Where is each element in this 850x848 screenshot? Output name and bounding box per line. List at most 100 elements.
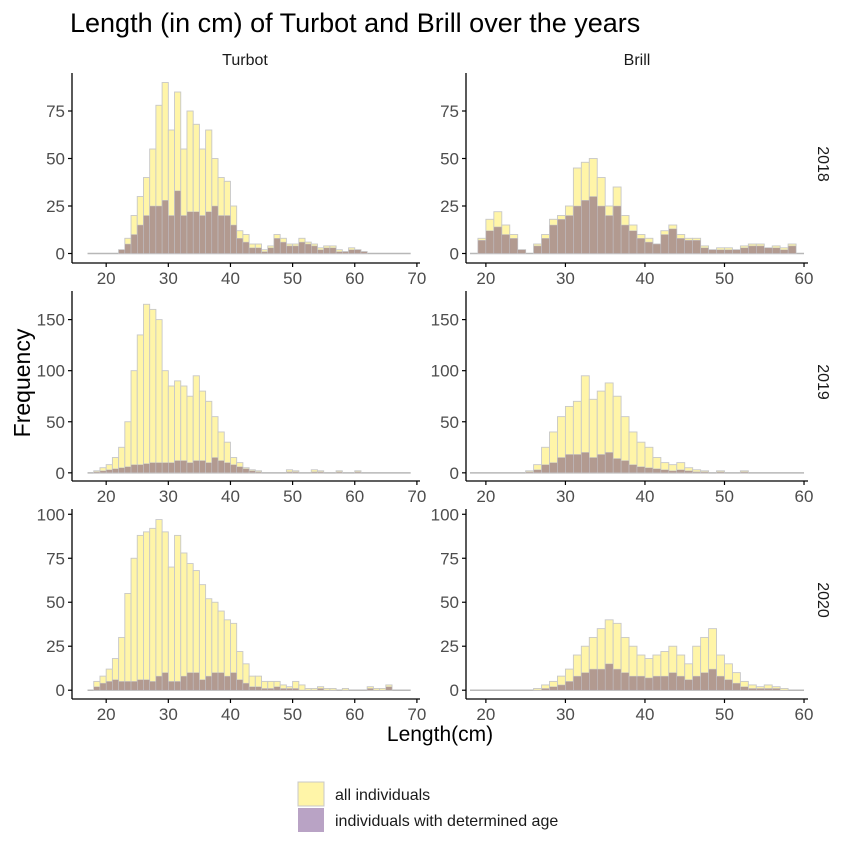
bar-age-brill-2020 [708, 668, 717, 691]
bar-age-turbot-2020 [199, 679, 206, 691]
bar-age-turbot-2018 [224, 215, 231, 254]
x-tick-label-turbot-2020: 30 [159, 705, 178, 724]
bar-age-turbot-2018 [261, 251, 268, 254]
bar-age-turbot-2018 [304, 243, 312, 254]
bar-age-turbot-2020 [130, 681, 138, 691]
y-tick-label-turbot-2019: 150 [37, 311, 65, 330]
bar-all-turbot-2020 [298, 684, 306, 691]
strip-label-2019: 2019 [814, 364, 831, 400]
column-strip-labels: Turbot Brill [222, 52, 650, 69]
x-axis-label: Length(cm) [387, 723, 493, 746]
bar-age-brill-2018 [533, 245, 542, 254]
bar-all-turbot-2020 [341, 687, 349, 691]
bar-age-brill-2018 [636, 238, 646, 254]
bar-age-brill-2020 [771, 688, 781, 691]
bar-age-brill-2020 [557, 684, 566, 691]
bar-age-turbot-2020 [230, 672, 237, 691]
bar-age-brill-2019 [740, 471, 749, 474]
bar-all-turbot-2020 [124, 592, 132, 691]
bar-age-turbot-2019 [224, 462, 231, 474]
bar-age-brill-2018 [541, 238, 550, 254]
y-tick-label-turbot-2020: 75 [46, 549, 65, 568]
bar-age-turbot-2019 [93, 471, 101, 474]
legend: all individuals individuals with determi… [297, 781, 558, 832]
x-tick-label-brill-2018: 60 [795, 269, 814, 288]
bar-age-brill-2019 [692, 471, 701, 474]
bar-all-turbot-2020 [304, 687, 312, 691]
bar-age-brill-2018 [549, 224, 558, 254]
x-tick-label-turbot-2018: 60 [345, 269, 364, 288]
legend-swatch-age [298, 808, 324, 832]
bar-age-brill-2018 [684, 239, 693, 254]
bar-all-turbot-2019 [192, 375, 200, 474]
x-tick-label-turbot-2019: 40 [221, 487, 240, 506]
bar-age-turbot-2020 [93, 686, 101, 691]
bar-age-brill-2020 [732, 682, 741, 691]
bar-age-turbot-2018 [217, 215, 225, 254]
bar-age-turbot-2018 [267, 247, 275, 254]
bar-age-brill-2020 [573, 675, 582, 691]
bar-age-turbot-2020 [273, 686, 281, 691]
bar-age-turbot-2020 [211, 672, 219, 691]
bar-all-turbot-2020 [161, 531, 169, 691]
y-tick-label-turbot-2020: 25 [46, 637, 65, 656]
bar-age-turbot-2018 [360, 251, 368, 254]
bar-age-brill-2018 [708, 249, 717, 254]
legend-swatch-all [297, 781, 325, 807]
bar-age-turbot-2018 [199, 215, 206, 254]
bar-age-brill-2019 [716, 471, 725, 474]
bar-age-turbot-2020 [366, 688, 374, 691]
bar-age-turbot-2020 [99, 682, 107, 691]
bar-age-turbot-2020 [149, 681, 157, 691]
y-tick-label-brill-2020: 75 [440, 549, 459, 568]
x-tick-label-turbot-2018: 50 [283, 269, 302, 288]
bar-age-brill-2019 [628, 464, 638, 474]
bar-age-turbot-2020 [112, 679, 119, 691]
panel-brill-2018: 0 25 50 75 20 30 40 50 60 [440, 73, 813, 288]
bar-age-brill-2018 [748, 245, 757, 254]
bar-age-turbot-2018 [137, 224, 144, 254]
bar-all-turbot-2019 [174, 380, 182, 474]
bar-age-turbot-2019 [335, 471, 343, 474]
bar-age-turbot-2020 [186, 672, 194, 691]
bar-age-brill-2020 [652, 675, 662, 691]
bar-age-turbot-2019 [99, 470, 107, 474]
bar-all-turbot-2020 [310, 687, 318, 691]
bar-age-brill-2018 [604, 215, 614, 254]
bar-age-turbot-2020 [143, 679, 150, 691]
bar-age-turbot-2018 [130, 234, 138, 254]
bar-age-turbot-2019 [248, 470, 256, 474]
bar-age-turbot-2020 [118, 681, 126, 691]
bar-age-brill-2020 [541, 688, 550, 691]
bar-age-turbot-2020 [279, 688, 287, 691]
x-tick-label-brill-2019: 30 [556, 487, 575, 506]
x-tick-label-turbot-2018: 40 [221, 269, 240, 288]
bar-age-brill-2020 [644, 677, 654, 691]
x-tick-label-brill-2019: 40 [635, 487, 654, 506]
bar-age-brill-2020 [716, 675, 725, 691]
bar-age-turbot-2019 [112, 468, 119, 474]
bar-age-brill-2020 [724, 679, 733, 691]
x-tick-label-brill-2018: 20 [476, 269, 495, 288]
bar-age-turbot-2020 [137, 679, 144, 691]
bar-age-turbot-2019 [354, 471, 362, 474]
strip-label-brill: Brill [624, 52, 651, 69]
bar-age-brill-2018 [740, 247, 749, 254]
bar-age-brill-2019 [620, 460, 630, 474]
bar-all-turbot-2019 [130, 370, 138, 474]
bar-age-turbot-2019 [199, 460, 206, 474]
x-tick-label-turbot-2019: 70 [407, 487, 426, 506]
y-axis-label: Frequency [9, 328, 35, 437]
bar-age-turbot-2018 [124, 243, 132, 254]
bar-age-brill-2018 [764, 247, 773, 254]
bar-all-turbot-2019 [149, 308, 157, 474]
bar-all-turbot-2020 [136, 534, 144, 691]
bar-age-brill-2019 [676, 469, 685, 474]
x-tick-label-brill-2020: 50 [715, 705, 734, 724]
bar-age-brill-2018 [517, 249, 526, 254]
bar-all-turbot-2019 [161, 370, 169, 474]
bar-all-turbot-2019 [136, 334, 144, 474]
y-tick-label-brill-2019: 50 [440, 413, 459, 432]
chart-title: Length (in cm) of Turbot and Brill over … [70, 8, 640, 38]
bar-age-turbot-2019 [311, 471, 318, 474]
